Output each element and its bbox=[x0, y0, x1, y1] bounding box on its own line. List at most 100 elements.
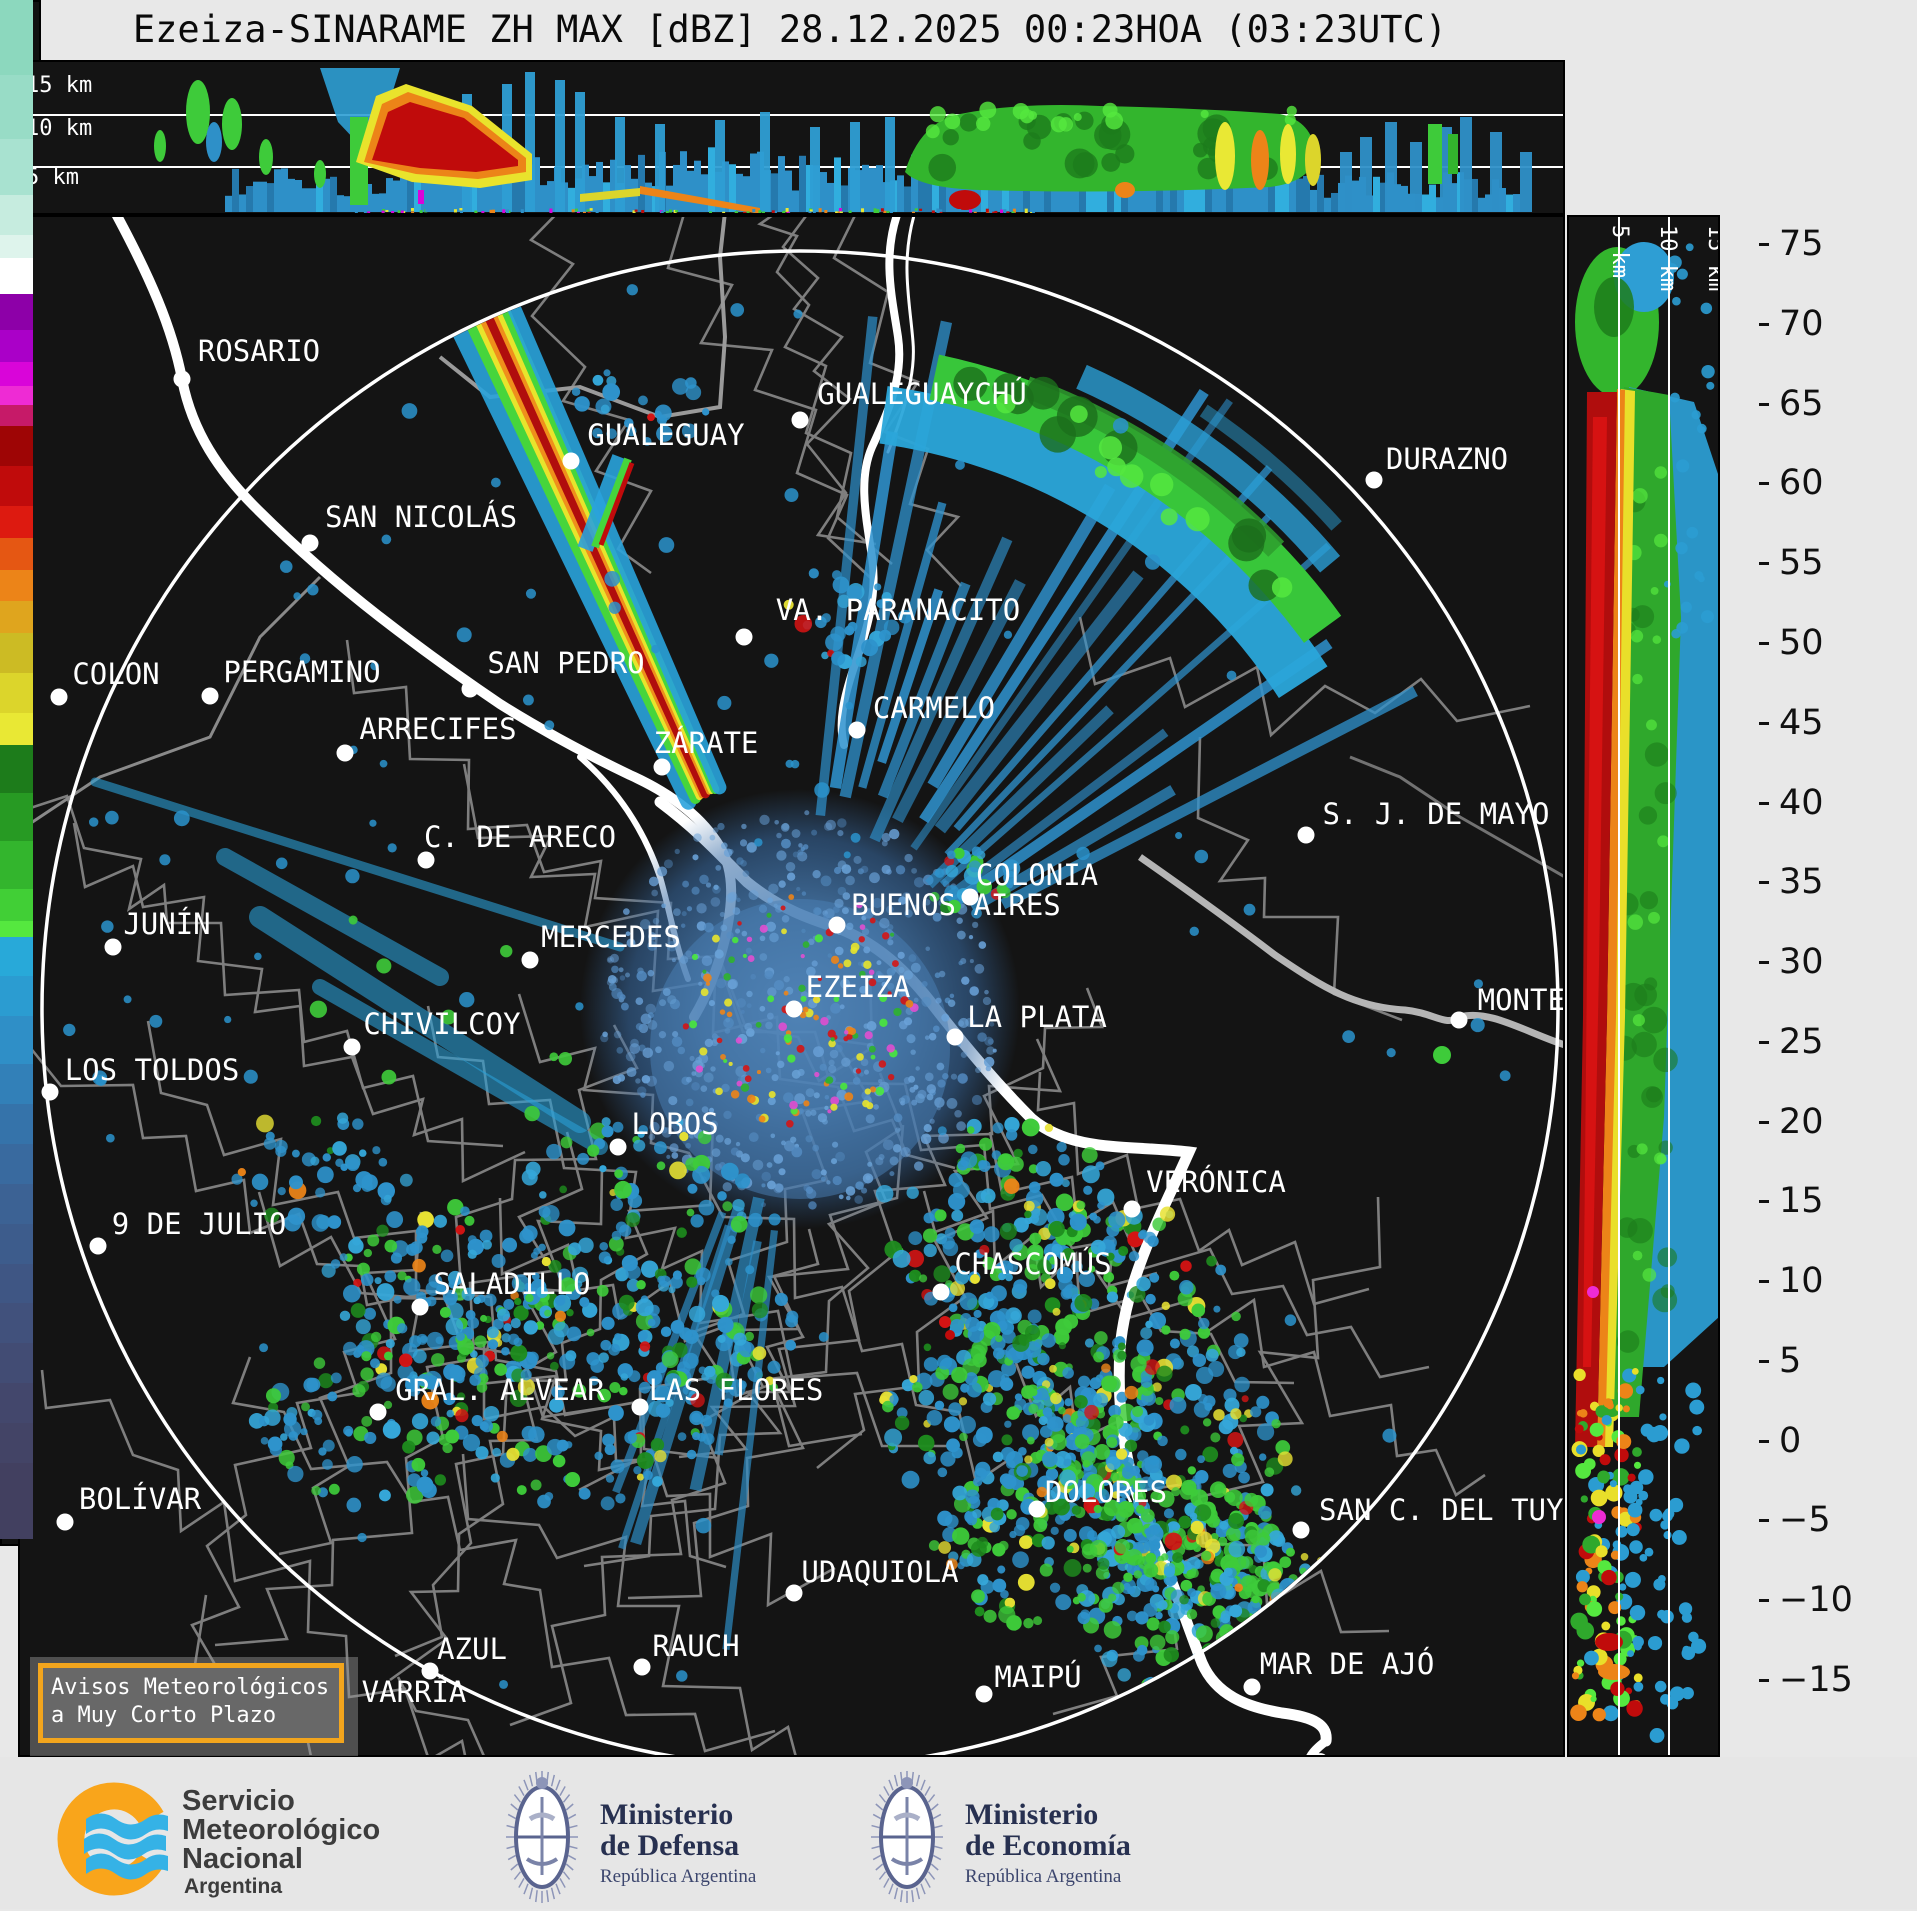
city-label: GUALEGUAY bbox=[587, 418, 744, 452]
colorbar-segment bbox=[0, 465, 33, 507]
city-label: MERCEDES bbox=[541, 920, 681, 954]
colorbar-segment bbox=[0, 194, 33, 236]
city-label: MAR DE AJÓ bbox=[1260, 1647, 1435, 1681]
colorbar-segment bbox=[0, 1064, 33, 1105]
city-dot bbox=[785, 1000, 803, 1018]
city-label: DURAZNO bbox=[1386, 442, 1508, 476]
warning-line1: Avisos Meteorológicos bbox=[51, 1675, 330, 1700]
city-dot bbox=[1297, 826, 1315, 844]
colorbar-tick bbox=[1759, 801, 1769, 805]
city-label: CHASCOMÚS bbox=[954, 1247, 1111, 1281]
colorbar-segment bbox=[0, 405, 33, 427]
city-dot bbox=[631, 1398, 649, 1416]
city-label: VARRÍA bbox=[362, 1675, 467, 1709]
colorbar-tick-label: 70 bbox=[1779, 303, 1824, 344]
smn-country: Argentina bbox=[184, 1875, 283, 1898]
colorbar-segment bbox=[0, 330, 33, 363]
side-profile-height-label: 15 km bbox=[1703, 225, 1718, 291]
city-dot bbox=[1243, 1678, 1261, 1696]
economia-coat-of-arms-icon bbox=[871, 1771, 943, 1903]
colorbar-segment bbox=[0, 505, 33, 539]
city-label: ROSARIO bbox=[198, 334, 320, 368]
city-label: ZÁRATE bbox=[654, 726, 759, 760]
city-dot bbox=[562, 452, 580, 470]
colorbar-segment bbox=[0, 936, 33, 977]
city-dot bbox=[653, 758, 671, 776]
city-dot bbox=[369, 1403, 387, 1421]
city-label: PERGAMINO bbox=[223, 655, 380, 689]
city-label: CARMELO bbox=[873, 691, 995, 725]
colorbar-segment bbox=[0, 258, 33, 295]
page-title: Ezeiza-SINARAME ZH MAX [dBZ] 28.12.2025 … bbox=[132, 8, 1448, 51]
city-dot bbox=[411, 1298, 429, 1316]
city-dot bbox=[932, 1283, 950, 1301]
side-cross-section-plot: 5 km 10 km 15 km bbox=[1569, 217, 1718, 1755]
city-label: BUENOS AIRES bbox=[851, 888, 1061, 922]
city-dot bbox=[785, 1584, 803, 1602]
colorbar-segment bbox=[0, 1343, 33, 1384]
colorbar-segment bbox=[0, 425, 33, 467]
colorbar-segment bbox=[0, 0, 33, 76]
city-dot bbox=[343, 1038, 361, 1056]
city-label: COLONIA bbox=[976, 858, 1098, 892]
colorbar-segment bbox=[0, 840, 33, 890]
colorbar-tick bbox=[1759, 1120, 1769, 1124]
colorbar-tick-label: 30 bbox=[1779, 942, 1824, 983]
colorbar-tick bbox=[1759, 243, 1769, 247]
city-label: COLON bbox=[72, 657, 159, 691]
colorbar-tick-label: 60 bbox=[1779, 463, 1824, 504]
colorbar-tick bbox=[1759, 482, 1769, 486]
city-dot bbox=[946, 1028, 964, 1046]
colorbar-segment bbox=[0, 1223, 33, 1265]
defensa-text: Ministerio de Defensa República Argentin… bbox=[600, 1798, 757, 1887]
colorbar-segment bbox=[0, 74, 33, 140]
colorbar-tick-label: 5 bbox=[1779, 1340, 1802, 1381]
colorbar-tick bbox=[1759, 721, 1769, 725]
colorbar-tick bbox=[1759, 562, 1769, 566]
city-dot bbox=[421, 1662, 439, 1680]
city-dot bbox=[848, 721, 866, 739]
city-dot bbox=[201, 687, 219, 705]
colorbar-tick-label: 50 bbox=[1779, 622, 1824, 663]
colorbar-tick-label: −10 bbox=[1779, 1580, 1853, 1621]
radar-map: ROSARIO GUALEGUAYCHÚ GUALEGUAY SAN NICOLÁS D… bbox=[20, 217, 1563, 1755]
colorbar-tick-label: 15 bbox=[1779, 1181, 1824, 1222]
colorbar-tick-label: 10 bbox=[1779, 1261, 1824, 1302]
colorbar-tick-label: −5 bbox=[1779, 1500, 1831, 1541]
colorbar-segment bbox=[0, 1423, 33, 1464]
economia-text: Ministerio de Economía República Argenti… bbox=[965, 1798, 1131, 1887]
colorbar-segment bbox=[0, 1303, 33, 1344]
colorbar-tick bbox=[1759, 1359, 1769, 1363]
colorbar-segment bbox=[0, 138, 33, 196]
city-label: LOS TOLDOS bbox=[65, 1053, 240, 1087]
colorbar-segment bbox=[0, 792, 33, 842]
range-ring bbox=[40, 249, 1560, 1755]
colorbar-tick bbox=[1759, 1519, 1769, 1523]
colorbar-tick bbox=[1759, 961, 1769, 965]
city-label: SAN PEDRO bbox=[487, 646, 644, 680]
defensa-coat-of-arms-icon bbox=[506, 1771, 578, 1903]
colorbar-segment bbox=[0, 713, 33, 746]
top-cross-section-panel: 15 km 10 km 5 km bbox=[18, 60, 1565, 215]
colorbar-tick-label: −15 bbox=[1779, 1660, 1853, 1700]
city-label: CHIVILCOY bbox=[363, 1007, 520, 1041]
colorbar-segment bbox=[0, 920, 33, 938]
city-label: JUNÍN bbox=[123, 907, 210, 941]
radar-map-panel[interactable]: ROSARIO GUALEGUAYCHÚ GUALEGUAY SAN NICOLÁS D… bbox=[18, 215, 1565, 1757]
city-dot bbox=[417, 851, 435, 869]
city-dot bbox=[1028, 1500, 1046, 1518]
city-label: GRAL. ALVEAR bbox=[395, 1373, 605, 1407]
colorbar-segment bbox=[0, 601, 33, 634]
colorbar-segment bbox=[0, 293, 33, 331]
colorbar-tick bbox=[1759, 1280, 1769, 1284]
city-dot bbox=[41, 1083, 59, 1101]
colorbar-segment bbox=[0, 888, 33, 922]
city-dot bbox=[104, 938, 122, 956]
colorbar-segment bbox=[0, 362, 33, 387]
side-profile-height-label: 10 km bbox=[1655, 225, 1680, 291]
warning-box[interactable]: Avisos Meteorológicos a Muy Corto Plazo bbox=[38, 1663, 344, 1743]
colorbar-segment bbox=[0, 633, 33, 674]
colorbar-tick-label: 35 bbox=[1779, 862, 1824, 903]
city-label: LA PLATA bbox=[967, 1000, 1107, 1034]
colorbar-tick-label: 20 bbox=[1779, 1101, 1824, 1142]
